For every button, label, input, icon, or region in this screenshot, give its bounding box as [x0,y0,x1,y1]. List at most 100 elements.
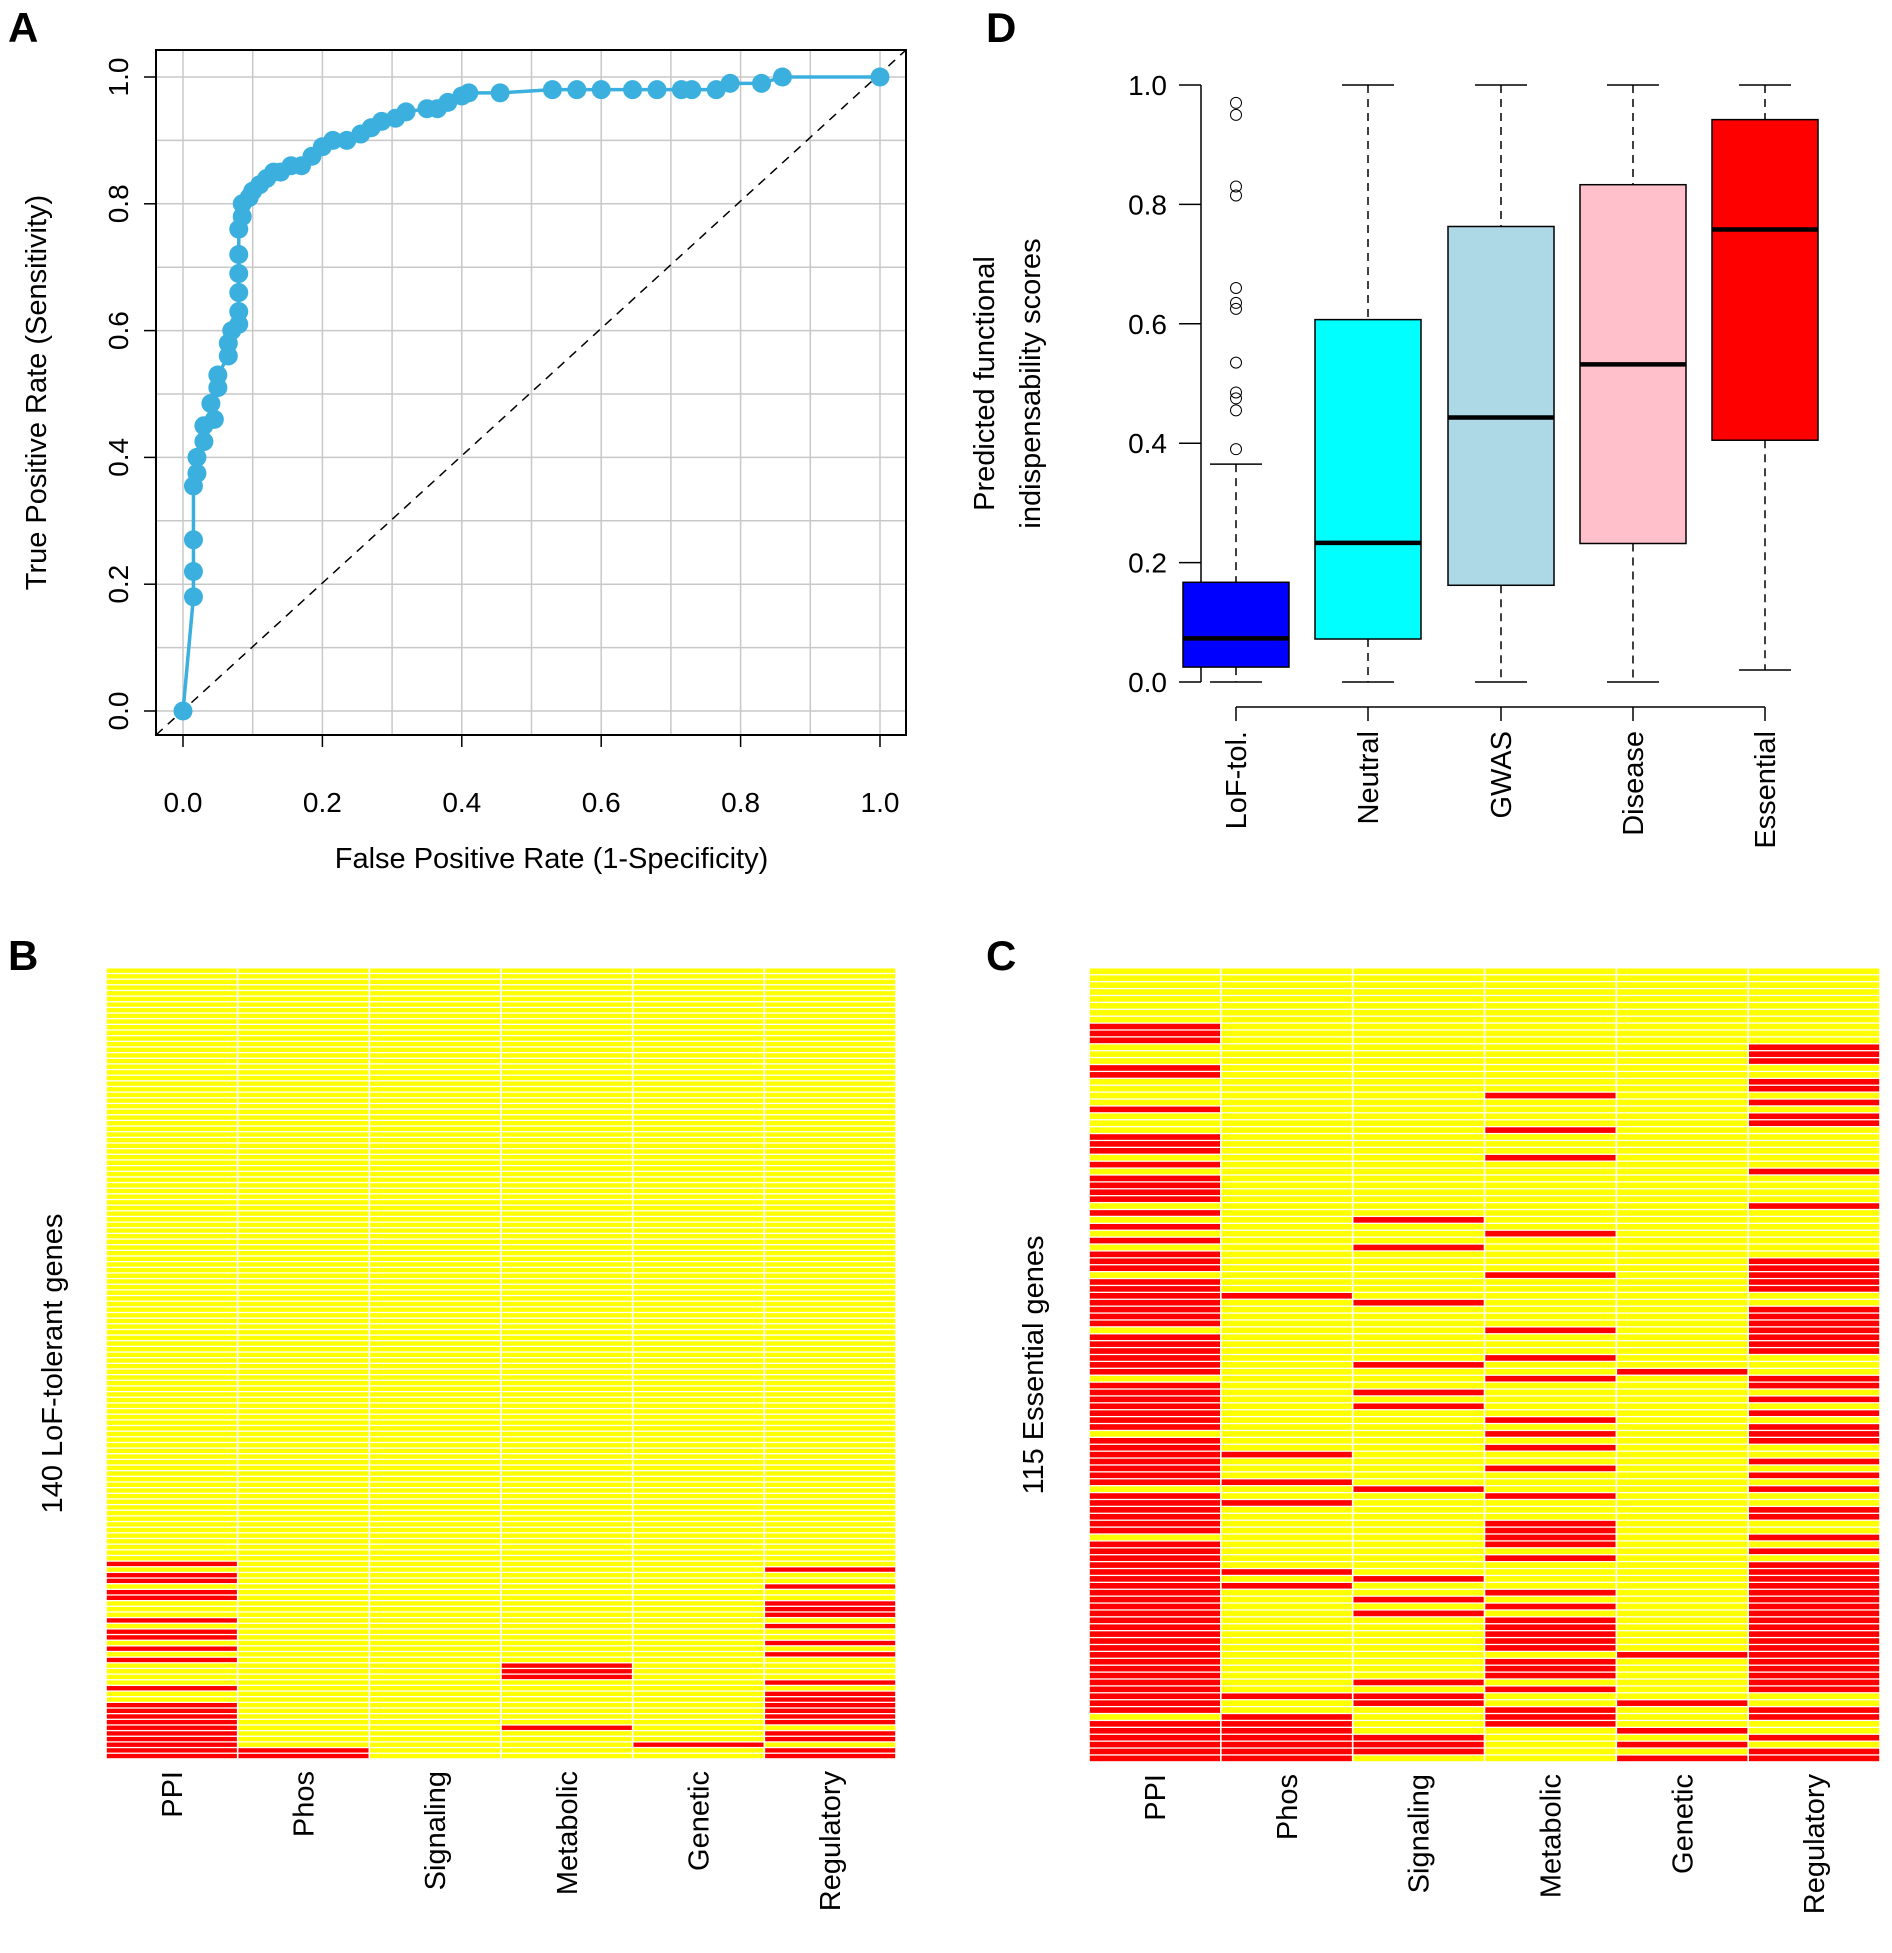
heatmap-cell-absent [238,1505,369,1510]
x-category-label: GWAS [1486,731,1518,819]
heatmap-cell-present [765,1719,896,1725]
heatmap-cell-present [1089,1527,1221,1534]
heatmap-cell-absent [106,1527,237,1533]
heatmap-cell-absent [765,1725,896,1730]
heatmap-cell-absent [765,1375,896,1380]
heatmap-cell-present [106,1748,237,1753]
heatmap-cell-absent [765,1561,896,1567]
heatmap-cell-absent [1485,1700,1616,1706]
heatmap-cell-absent [238,1578,369,1584]
heatmap-cell-absent [633,1358,764,1363]
heatmap-cell-absent [238,1279,369,1284]
heatmap-cell-absent [1485,1223,1616,1230]
heatmap-cell-absent [370,1669,501,1674]
heatmap-cell-absent [1353,1721,1484,1727]
heatmap-cell-absent [765,1296,896,1301]
heatmap-cell-absent [633,1132,764,1137]
heatmap-cell-absent [238,1256,369,1261]
heatmap-cell-absent [765,1595,896,1600]
heatmap-cell-absent [1221,1534,1352,1541]
box-iqr [1711,118,1819,441]
heatmap-cell-absent [1748,1479,1880,1486]
heatmap-cell-absent [1221,1113,1352,1120]
heatmap-cell-present [1748,1348,1880,1354]
heatmap-cell-absent [1221,1058,1352,1064]
heatmap-cell-absent [238,1200,369,1205]
heatmap-cell-absent [106,1454,237,1459]
heatmap-cell-absent [1617,1679,1748,1686]
heatmap-cell-absent [1353,1210,1484,1216]
roc-point [187,463,207,483]
heatmap-cell-present [1748,1548,1880,1555]
heatmap-cell-absent [1353,1375,1484,1382]
heatmap-cell-present [1089,1576,1221,1582]
heatmap-cell-absent [1221,1527,1352,1534]
heatmap-cell-absent [370,1217,501,1222]
heatmap-cell-present [106,1731,237,1736]
heatmap-cell-present [1089,1286,1221,1292]
heatmap-cell-present [1089,1555,1221,1561]
heatmap-cell-absent [633,1324,764,1329]
heatmap-cell-absent [1221,1168,1352,1175]
heatmap-cell-absent [370,1527,501,1533]
heatmap-cell-absent [1748,1403,1880,1410]
heatmap-cell-absent [370,1725,501,1730]
heatmap-cell-absent [633,1420,764,1425]
heatmap-cell-present [765,1697,896,1702]
heatmap-cell-absent [633,1301,764,1307]
heatmap-cell-absent [370,1087,501,1092]
heatmap-cell-absent [765,1414,896,1420]
heatmap-cell-absent [106,1606,237,1612]
heatmap-cell-absent [765,991,896,996]
heatmap-cell-absent [633,1273,764,1278]
heatmap-cell-present [1748,1624,1880,1631]
heatmap-cell-absent [765,1041,896,1047]
heatmap-cell-absent [106,1211,237,1216]
heatmap-cell-absent [106,1143,237,1148]
heatmap-cell-absent [501,1753,632,1759]
heatmap-cell-absent [1485,1189,1616,1196]
heatmap-cell-present [1221,1721,1352,1727]
heatmap-cell-absent [501,1092,632,1098]
heatmap-cell-absent [1221,1389,1352,1396]
heatmap-cell-absent [106,1392,237,1397]
heatmap-cell-absent [501,1623,632,1629]
heatmap-cell-absent [370,1629,501,1634]
heatmap-cell-absent [501,1075,632,1081]
heatmap-cell-absent [238,1731,369,1736]
heatmap-cell-absent [765,1211,896,1216]
heatmap-cell-absent [238,1612,369,1617]
heatmap-cell-absent [238,1680,369,1685]
heatmap-cell-absent [765,1493,896,1499]
heatmap-cell-absent [1353,1617,1484,1624]
heatmap-cell-absent [1221,1223,1352,1230]
heatmap-cell-absent [1485,1320,1616,1327]
heatmap-cell-absent [501,1313,632,1318]
heatmap-cell-absent [633,1437,764,1442]
heatmap-cell-absent [765,1313,896,1318]
heatmap-cell-present [1748,1665,1880,1672]
heatmap-cell-absent [633,1663,764,1668]
heatmap-cell-absent [1617,989,1748,995]
heatmap-cell-absent [106,1601,237,1606]
box-gwas [1447,84,1555,683]
heatmap-cell-present [1089,1251,1221,1258]
heatmap-cell-absent [633,1443,764,1448]
heatmap-cell-absent [370,1121,501,1126]
heatmap-cell-absent [633,1606,764,1612]
heatmap-cell-present [1748,1589,1880,1596]
heatmap-cell-absent [765,1070,896,1075]
heatmap-cell-absent [238,1109,369,1115]
heatmap-cell-absent [1485,982,1616,988]
heatmap-cell-absent [106,1222,237,1228]
heatmap-cell-absent [370,1652,501,1657]
y-axis-title: 140 LoF-tolerant genes [37,1214,69,1514]
heatmap-cell-absent [1353,1141,1484,1147]
heatmap-cell-present [1089,1479,1221,1486]
roc-point [459,83,479,103]
panel-letter: D [986,4,1016,51]
heatmap-cell-absent [633,1121,764,1126]
heatmap-cells [106,968,896,1759]
heatmap-cell-absent [765,1081,896,1086]
heatmap-cell-absent [501,1550,632,1555]
